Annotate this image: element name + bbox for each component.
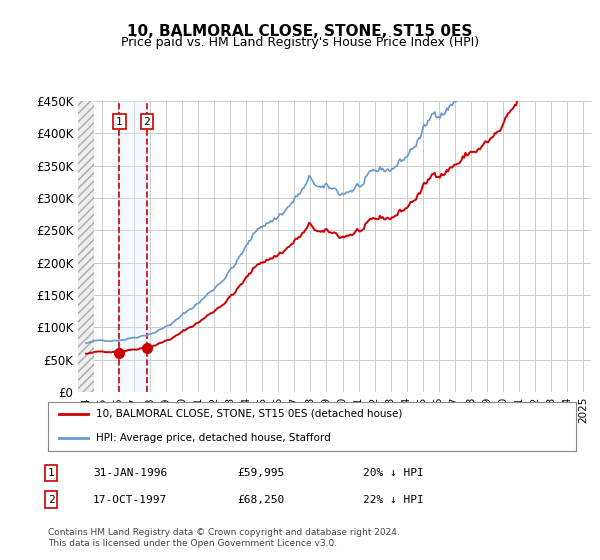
Text: Contains HM Land Registry data © Crown copyright and database right 2024.
This d: Contains HM Land Registry data © Crown c… [48, 528, 400, 548]
Text: £59,995: £59,995 [237, 468, 284, 478]
Text: 17-OCT-1997: 17-OCT-1997 [93, 494, 167, 505]
Bar [119, 101, 147, 392]
Text: 1: 1 [116, 116, 123, 127]
Text: 1: 1 [47, 468, 55, 478]
Text: 31-JAN-1996: 31-JAN-1996 [93, 468, 167, 478]
Text: 10, BALMORAL CLOSE, STONE, ST15 0ES: 10, BALMORAL CLOSE, STONE, ST15 0ES [127, 24, 473, 39]
Text: 20% ↓ HPI: 20% ↓ HPI [363, 468, 424, 478]
Bar [78, 101, 94, 392]
Text: £68,250: £68,250 [237, 494, 284, 505]
Text: 22% ↓ HPI: 22% ↓ HPI [363, 494, 424, 505]
Text: HPI: Average price, detached house, Stafford: HPI: Average price, detached house, Staf… [95, 433, 330, 444]
Text: 2: 2 [47, 494, 55, 505]
Text: 10, BALMORAL CLOSE, STONE, ST15 0ES (detached house): 10, BALMORAL CLOSE, STONE, ST15 0ES (det… [95, 409, 402, 419]
Text: 2: 2 [143, 116, 150, 127]
Text: Price paid vs. HM Land Registry's House Price Index (HPI): Price paid vs. HM Land Registry's House … [121, 36, 479, 49]
